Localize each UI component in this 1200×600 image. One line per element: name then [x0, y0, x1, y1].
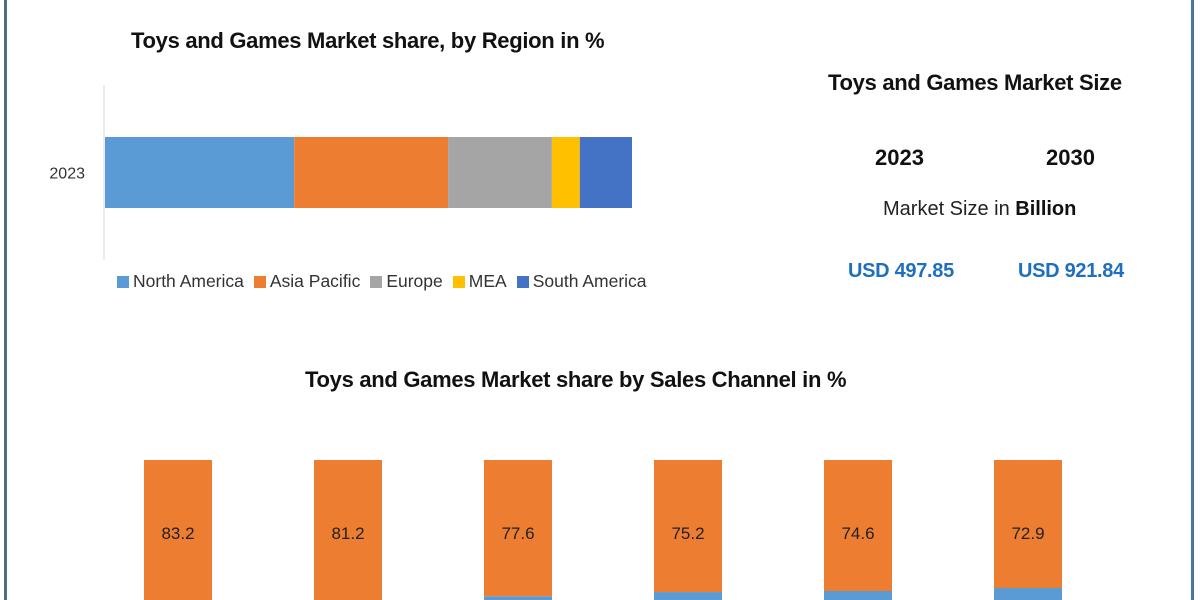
channel-bar-segment-top [824, 460, 892, 591]
channel-bar-segment-top [994, 460, 1062, 589]
market-size-value-2023: USD 497.85 [848, 260, 954, 282]
frame-border-right [1191, 0, 1194, 600]
unit-bold: Billion [1015, 198, 1077, 220]
channel-bar-segment-bottom [484, 596, 552, 600]
region-legend: North America Asia Pacific Europe MEA South … [117, 271, 647, 292]
market-size-year-2023: 2023 [875, 145, 924, 170]
legend-item-north-america: North America [117, 271, 244, 292]
legend-swatch [452, 275, 465, 288]
market-size-title: Toys and Games Market Size [828, 70, 1122, 95]
legend-label: South America [532, 271, 647, 291]
region-bar-segment-south-america [579, 137, 632, 208]
legend-item-mea: MEA [452, 271, 507, 292]
channel-bar-value-label: 75.2 [671, 524, 704, 543]
legend-label: MEA [468, 271, 507, 291]
market-size-value-2030: USD 921.84 [1018, 260, 1124, 282]
legend-item-europe: Europe [370, 271, 443, 292]
channel-bar-value-label: 74.6 [841, 524, 874, 543]
channel-bar-value-label: 77.6 [501, 524, 534, 543]
legend-item-asia-pacific: Asia Pacific [253, 271, 361, 292]
region-bar-segment-north-america [105, 137, 295, 208]
legend-label: Europe [386, 271, 443, 291]
channel-chart-title: Toys and Games Market share by Sales Cha… [305, 367, 847, 392]
legend-swatch [117, 275, 129, 288]
channel-bar-segment-bottom [824, 590, 892, 600]
frame-border-left [4, 0, 7, 600]
channel-bar-segment-top [314, 460, 382, 600]
legend-swatch [370, 275, 383, 288]
legend-label: North America [133, 271, 244, 291]
channel-bar-segment-top [654, 460, 722, 593]
channel-bar-segment-bottom [654, 592, 722, 600]
legend-item-south-america: South America [516, 271, 647, 292]
market-size-unit: Market Size in Billion [883, 198, 1076, 221]
channel-bar-segment-top [144, 460, 212, 600]
channel-bar-value-label: 81.2 [331, 524, 364, 543]
unit-prefix: Market Size in [883, 198, 1016, 220]
region-bar-segment-europe [448, 137, 552, 208]
channel-bar-value-label: 72.9 [1011, 524, 1044, 543]
channel-bar-segment-top [484, 460, 552, 597]
channel-bar-value-label: 83.2 [161, 524, 194, 543]
legend-swatch [253, 275, 266, 288]
market-size-year-2030: 2030 [1046, 145, 1095, 170]
legend-swatch [516, 275, 529, 288]
region-bar-segment-mea [551, 137, 580, 208]
legend-label: Asia Pacific [269, 271, 361, 291]
region-category-label: 2023 [49, 166, 85, 183]
region-chart-title: Toys and Games Market share, by Region i… [131, 28, 605, 53]
channel-bar-segment-bottom [994, 588, 1062, 600]
region-bar-segment-asia-pacific [294, 137, 449, 208]
